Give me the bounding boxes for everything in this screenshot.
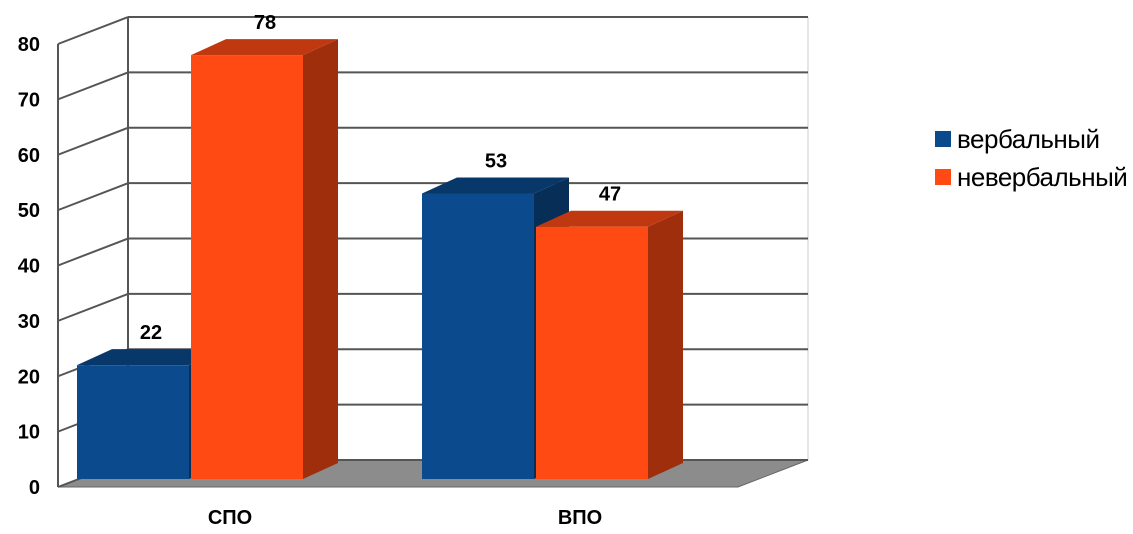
- data-label: 53: [485, 151, 507, 173]
- bar-side-face: [303, 39, 338, 479]
- bar-top-face: [77, 349, 224, 366]
- bar-front-face: [536, 226, 648, 479]
- bar-top-face: [536, 210, 683, 227]
- x-category-label: ВПО: [558, 507, 602, 529]
- data-label: 22: [140, 322, 162, 344]
- x-axis-categories: СПО ВПО: [208, 507, 602, 529]
- legend-swatch: [935, 131, 951, 147]
- bars: [77, 39, 683, 480]
- y-tick-label: 10: [18, 422, 40, 444]
- bar-front-face: [191, 55, 303, 479]
- legend-label: вербальный: [957, 123, 1100, 154]
- y-tick-label: 50: [18, 200, 40, 222]
- bar-невербальный-СПО: [191, 39, 338, 479]
- y-tick-label: 20: [18, 366, 40, 388]
- gridline-side: [57, 292, 129, 322]
- y-tick-label: 60: [18, 145, 40, 167]
- bar-front-face: [77, 365, 189, 479]
- bar-невербальный-ВПО: [536, 210, 683, 480]
- data-labels: 22 78 53 47: [140, 12, 621, 344]
- legend-item: вербальный: [935, 120, 1127, 158]
- legend: вербальный невербальный: [935, 120, 1128, 196]
- bar-side-face: [648, 210, 683, 480]
- gridline-side: [57, 71, 129, 101]
- y-tick-label: 80: [18, 34, 40, 56]
- y-tick-label: 0: [29, 477, 40, 499]
- legend-item: невербальный: [935, 158, 1128, 196]
- data-label: 47: [599, 184, 621, 206]
- data-label: 78: [254, 12, 276, 34]
- legend-swatch: [935, 169, 951, 185]
- y-tick-label: 70: [18, 89, 40, 111]
- y-axis-ticks: 0 10 20 30 40 50 60 70 80: [18, 34, 40, 499]
- y-tick-label: 40: [18, 256, 40, 278]
- bar-front-face: [422, 193, 534, 479]
- gridline-side: [57, 126, 129, 156]
- x-category-label: СПО: [208, 507, 252, 529]
- bar-top-face: [422, 177, 569, 194]
- gridline-side: [57, 237, 129, 267]
- legend-label: невербальный: [957, 161, 1128, 192]
- y-tick-label: 30: [18, 311, 40, 333]
- bar-top-face: [191, 39, 338, 56]
- gridline-side: [57, 16, 129, 45]
- gridline-side: [57, 182, 129, 212]
